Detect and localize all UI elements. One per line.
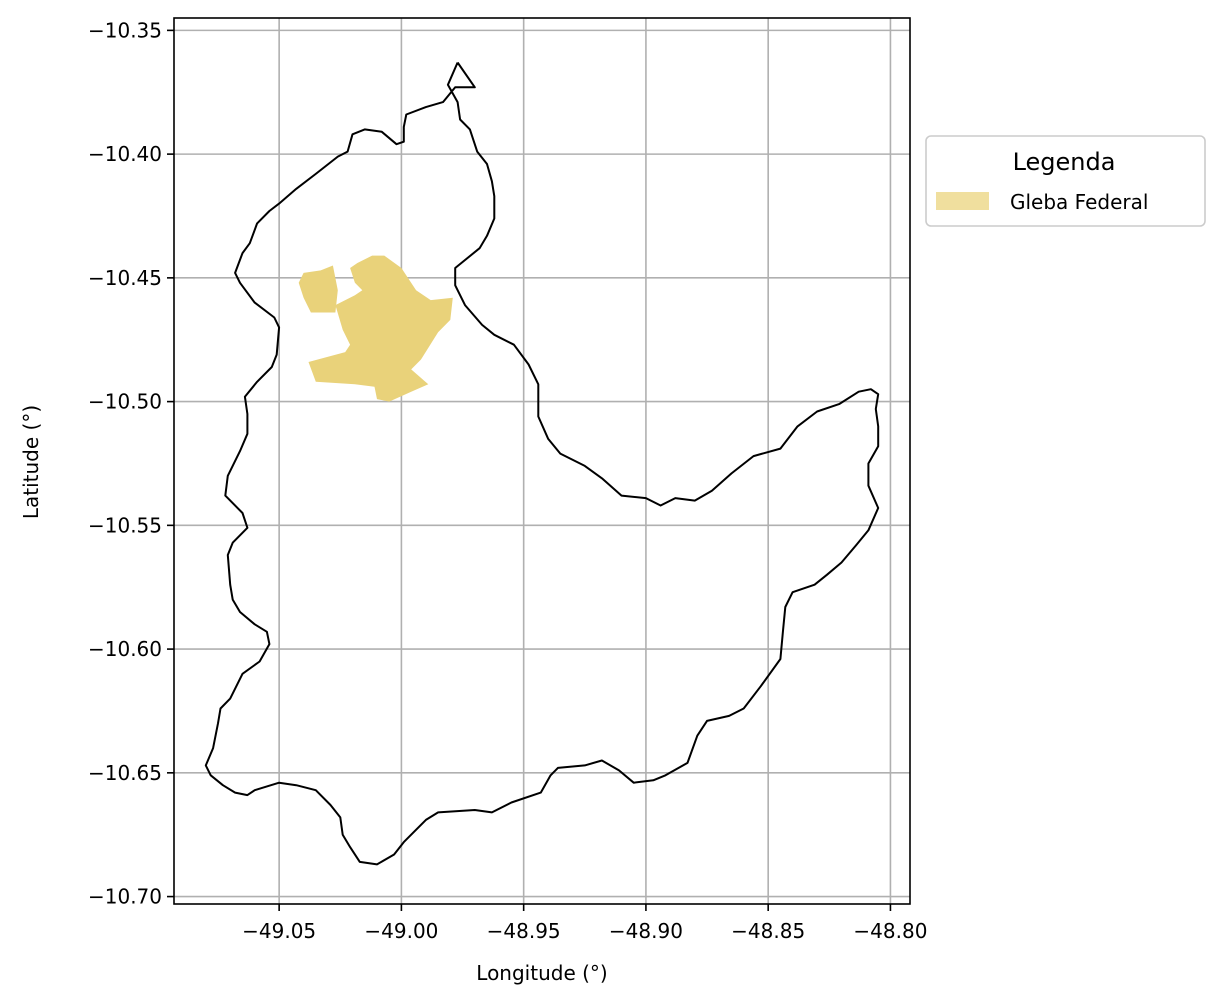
x-tick-label: −48.95 [487,919,561,943]
y-tick-label: −10.70 [88,885,162,909]
legend-box [925,135,1206,227]
legend-title: Legenda [1013,148,1116,176]
legend: Legenda Gleba Federal [925,135,1206,227]
plot-frame [173,17,911,905]
y-axis-ticks: −10.35 −10.40 −10.45 −10.50 −10.55 −10.60 −10.… [88,18,174,909]
y-tick-label: −10.60 [88,637,162,661]
y-tick-label: −10.35 [88,18,162,42]
y-tick-label: −10.55 [88,513,162,537]
gleba-federal-area [298,265,338,313]
y-axis-label: Latitude (°) [19,405,43,519]
x-tick-label: −48.80 [853,919,927,943]
x-tick-label: −48.85 [731,919,805,943]
x-axis-ticks: −49.05 −49.00 −48.95 −48.90 −48.85 −48.80 [242,904,927,943]
legend-swatch-gleba-federal [936,192,989,210]
x-tick-label: −49.05 [242,919,316,943]
x-axis-label: Longitude (°) [476,961,607,985]
map-layers [204,61,880,866]
y-tick-label: −10.50 [88,390,162,414]
grid-lines [174,18,910,904]
municipality-boundary [204,61,880,866]
x-tick-label: −48.90 [609,919,683,943]
y-tick-label: −10.45 [88,266,162,290]
plot-area [173,17,911,905]
x-tick-label: −49.00 [364,919,438,943]
legend-item-label: Gleba Federal [1010,190,1148,214]
y-tick-label: −10.40 [88,142,162,166]
y-tick-label: −10.65 [88,761,162,785]
gleba-federal-area [308,255,453,402]
